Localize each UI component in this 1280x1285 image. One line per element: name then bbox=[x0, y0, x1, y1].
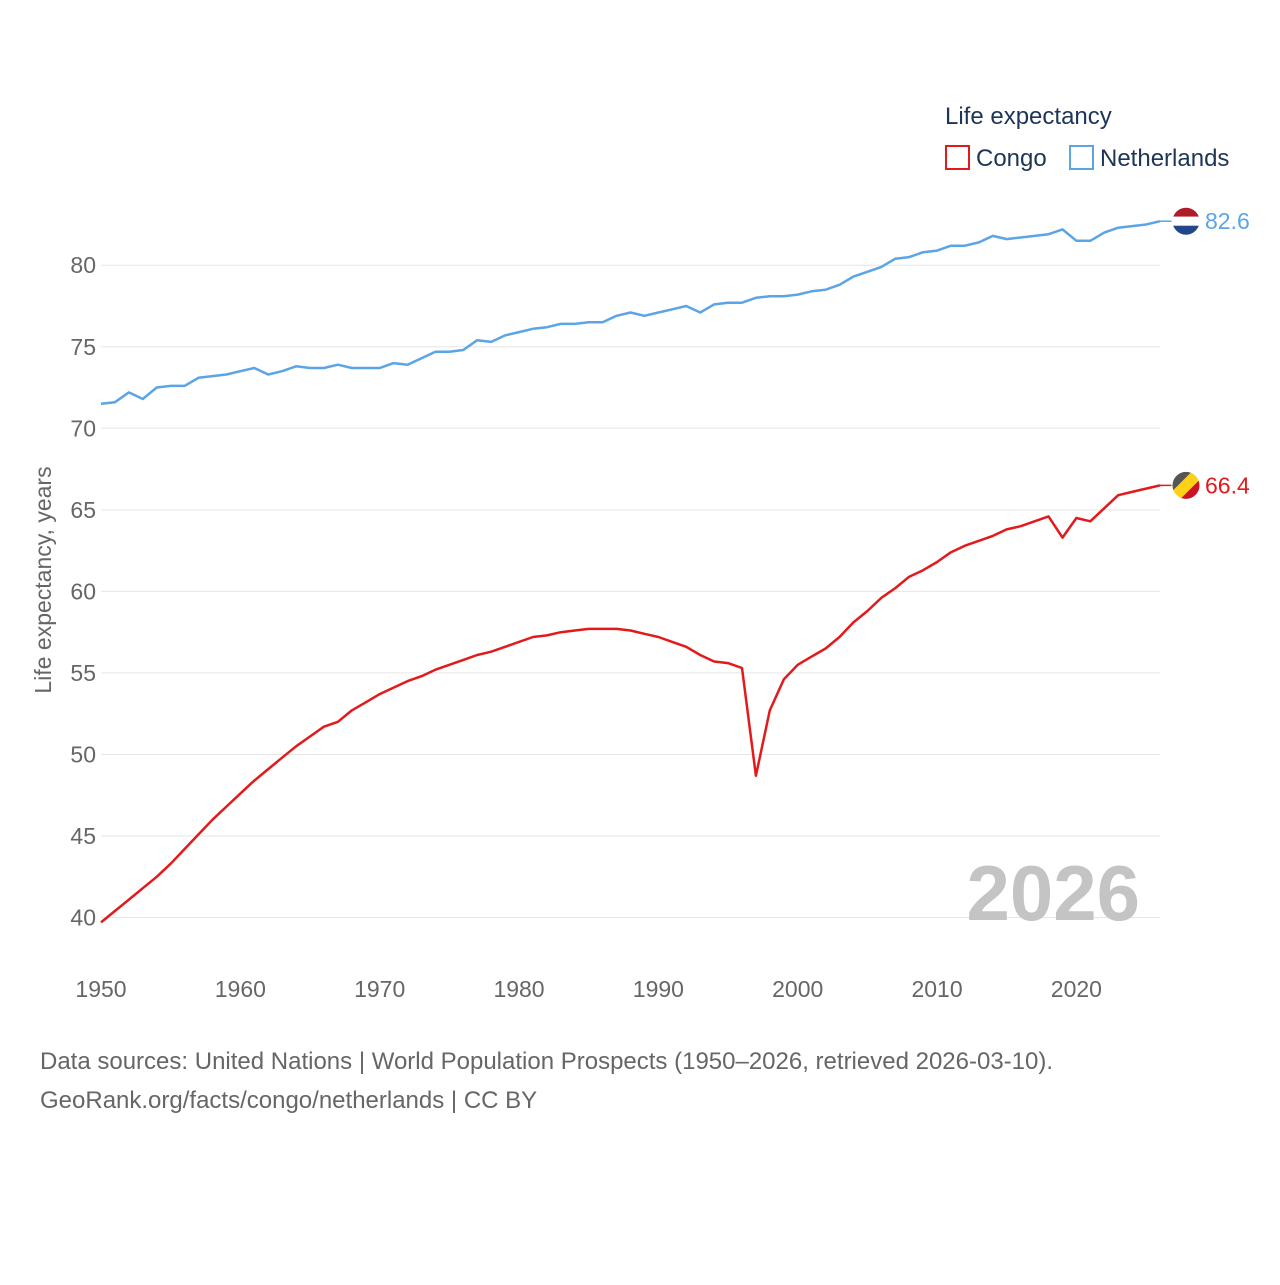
y-tick-label-70: 70 bbox=[70, 415, 96, 441]
netherlands-flag-icon bbox=[1171, 206, 1201, 236]
legend-label-netherlands: Netherlands bbox=[1100, 145, 1229, 172]
legend-title: Life expectancy bbox=[945, 103, 1112, 130]
x-tick-label-1970: 1970 bbox=[354, 976, 405, 1002]
legend-label-congo: Congo bbox=[976, 145, 1047, 172]
year-stamp: 2026 bbox=[966, 849, 1140, 937]
gridlines bbox=[101, 264, 1160, 919]
y-tick-label-50: 50 bbox=[70, 741, 96, 767]
x-tick-label-1980: 1980 bbox=[493, 976, 544, 1002]
y-tick-label-75: 75 bbox=[70, 334, 96, 360]
x-tick-label-2000: 2000 bbox=[772, 976, 823, 1002]
x-axis: 1950 1960 1970 1980 1990 2000 2010 2020 bbox=[75, 976, 1102, 1002]
x-tick-label-2010: 2010 bbox=[911, 976, 962, 1002]
series-line-congo[interactable] bbox=[100, 484, 1161, 924]
y-tick-label-65: 65 bbox=[70, 497, 96, 523]
x-tick-label-1960: 1960 bbox=[215, 976, 266, 1002]
end-value-label-congo: 66.4 bbox=[1205, 472, 1250, 498]
y-tick-label-40: 40 bbox=[70, 905, 96, 931]
x-tick-label-1950: 1950 bbox=[75, 976, 126, 1002]
x-tick-label-2020: 2020 bbox=[1051, 976, 1102, 1002]
end-value-label-netherlands: 82.6 bbox=[1205, 208, 1250, 234]
x-tick-label-1990: 1990 bbox=[633, 976, 684, 1002]
y-tick-label-55: 55 bbox=[70, 660, 96, 686]
series-line-netherlands[interactable] bbox=[100, 219, 1161, 406]
legend: Life expectancy Congo Netherlands bbox=[945, 103, 1229, 172]
legend-item-netherlands[interactable]: Netherlands bbox=[1069, 145, 1229, 172]
y-tick-label-60: 60 bbox=[70, 578, 96, 604]
y-tick-label-80: 80 bbox=[70, 252, 96, 278]
legend-swatch-congo bbox=[945, 145, 970, 170]
series-layer bbox=[100, 219, 1161, 924]
source-line-2[interactable]: GeoRank.org/facts/congo/netherlands | CC… bbox=[40, 1087, 537, 1114]
legend-item-congo[interactable]: Congo bbox=[945, 145, 1047, 172]
legend-swatch-netherlands bbox=[1069, 145, 1094, 170]
end-markers: 66.4 82.6 bbox=[1160, 206, 1250, 500]
y-axis: 40 45 50 55 60 65 70 75 80 bbox=[70, 252, 96, 930]
congo-flag-icon bbox=[1171, 470, 1201, 500]
source-line-1: Data sources: United Nations | World Pop… bbox=[40, 1048, 1053, 1075]
y-axis-title: Life expectancy, years bbox=[30, 466, 56, 693]
y-tick-label-45: 45 bbox=[70, 823, 96, 849]
